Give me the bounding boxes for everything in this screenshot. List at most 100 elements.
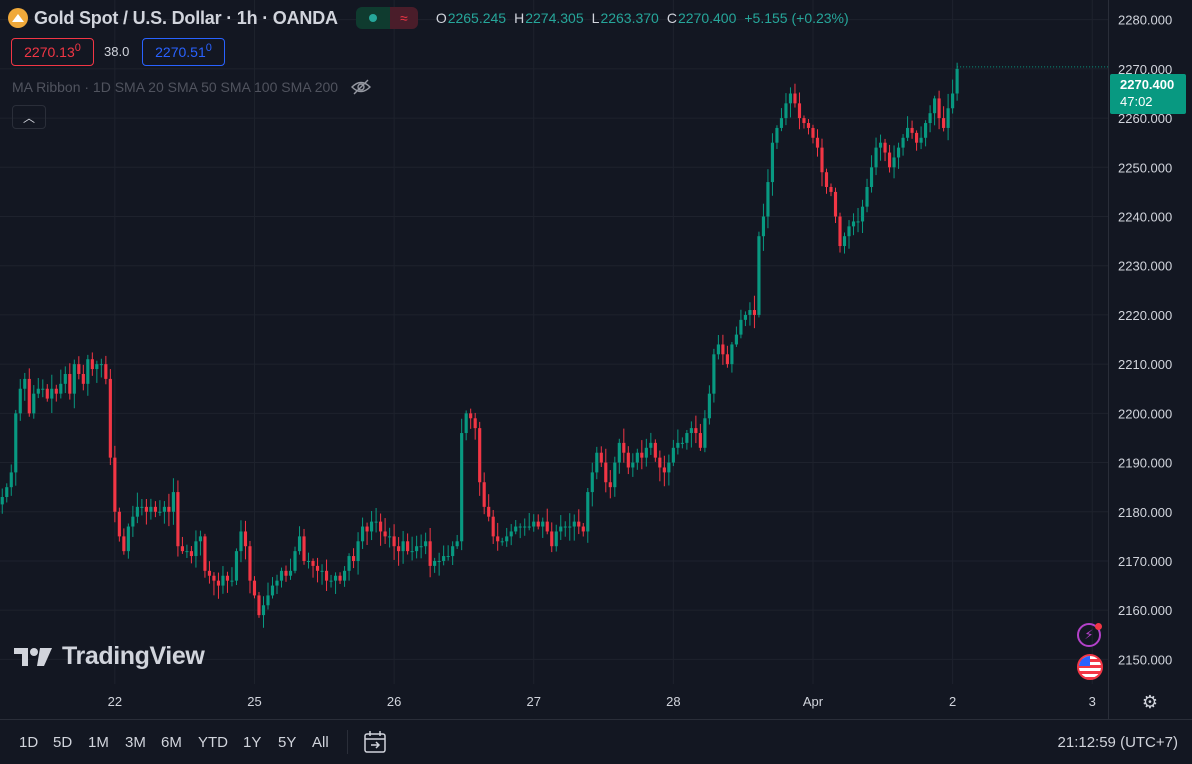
candle-body	[527, 526, 531, 528]
candle-body	[81, 373, 85, 384]
candle-body	[559, 526, 563, 532]
range-button-1y[interactable]: 1Y	[243, 734, 262, 751]
chevron-up-icon: ︿	[22, 110, 35, 125]
buy-button[interactable]: 2270.51 0	[142, 38, 225, 66]
range-button-all[interactable]: All	[312, 734, 329, 751]
candle-body	[491, 516, 495, 537]
symbol-title[interactable]: Gold Spot / U.S. Dollar · 1h · OANDA	[34, 7, 338, 28]
settings-gear-icon[interactable]: ⚙	[1141, 691, 1159, 712]
candle-body	[802, 118, 806, 124]
y-tick-label: 2280.000	[1118, 13, 1172, 28]
candle-body	[554, 531, 558, 547]
candle-body	[478, 428, 482, 483]
candlestick-chart[interactable]: 2150.000 2160.000 2170.000 2180.000 2190.000…	[0, 0, 1192, 719]
candle-body	[275, 580, 279, 586]
y-tick-label: 2220.000	[1118, 308, 1172, 323]
candle-body	[743, 314, 747, 320]
chart-grid	[0, 0, 1108, 684]
candle-body	[856, 221, 860, 223]
candle-body	[797, 103, 802, 119]
symbol-header: Gold Spot / U.S. Dollar · 1h · OANDA ≈ O…	[8, 6, 849, 30]
candle-body	[0, 497, 4, 505]
y-tick-label: 2260.000	[1118, 111, 1172, 126]
candle-body	[297, 536, 302, 552]
us-flag-icon[interactable]	[1077, 654, 1103, 680]
candle-body	[514, 526, 518, 532]
indicator-legend[interactable]: MA Ribbon · 1D SMA 20 SMA 50 SMA 100 SMA…	[12, 79, 372, 95]
candle-body	[788, 93, 793, 104]
candle-body	[311, 560, 315, 566]
close-label: C	[666, 10, 677, 26]
time-axis[interactable]: 22 25 26 27 28 Apr 2 3	[108, 694, 1096, 709]
candle-body	[342, 570, 347, 581]
candle-body	[419, 546, 423, 548]
range-button-5d[interactable]: 5D	[53, 734, 73, 751]
range-button-1d[interactable]: 1D	[19, 734, 39, 751]
candle-body	[766, 182, 770, 217]
candle-body	[279, 570, 284, 581]
candle-body	[176, 492, 180, 547]
candle-body	[230, 580, 234, 582]
utc-clock[interactable]: 21:12:59 (UTC+7)	[1057, 734, 1178, 751]
candle-body	[185, 551, 189, 553]
range-button-ytd[interactable]: YTD	[198, 734, 228, 751]
candle-body	[460, 433, 464, 542]
candle-body	[901, 137, 905, 148]
tradingview-logo[interactable]: TradingView	[14, 642, 205, 671]
candle-body	[189, 551, 193, 557]
candle-body	[455, 541, 459, 547]
candle-body	[874, 147, 878, 168]
candle-body	[288, 570, 293, 576]
candle-body	[748, 310, 752, 315]
candle-body	[5, 487, 9, 498]
collapse-legend-button[interactable]: ︿	[12, 105, 46, 129]
candle-body	[9, 472, 13, 488]
candle-body	[365, 526, 369, 532]
candle-body	[653, 442, 657, 458]
candle-body	[158, 511, 162, 513]
candle-body	[892, 157, 896, 168]
candle-body	[374, 521, 378, 523]
candle-body	[203, 536, 207, 571]
sell-button[interactable]: 2270.13 0	[11, 38, 94, 66]
y-tick-label: 2240.000	[1118, 210, 1172, 225]
candle-body	[586, 492, 590, 532]
candle-body	[406, 541, 410, 552]
tv-logo-icon	[14, 647, 52, 666]
bottom-toolbar: 1D 5D 1M 3M 6M YTD 1Y 5Y All 21:12:59 (U…	[0, 719, 1192, 764]
candle-body	[433, 560, 437, 566]
candle-body	[887, 152, 892, 168]
range-button-5y[interactable]: 5Y	[278, 734, 297, 751]
candle-body	[207, 570, 212, 576]
candle-body	[284, 570, 288, 576]
candle-body	[306, 560, 311, 562]
x-tick-label: Apr	[803, 694, 824, 709]
candle-body	[59, 383, 63, 394]
range-button-6m[interactable]: 6M	[161, 734, 182, 751]
x-tick-label: 22	[108, 694, 122, 709]
candle-body	[392, 536, 396, 547]
candle-body	[487, 506, 491, 517]
range-button-1m[interactable]: 1M	[88, 734, 109, 751]
candle-body	[388, 536, 392, 538]
go-to-date-icon[interactable]	[363, 730, 387, 754]
candle-body	[689, 428, 693, 434]
candle-body	[676, 442, 680, 448]
y-tick-label: 2170.000	[1118, 554, 1172, 569]
price-axis[interactable]: 2150.000 2160.000 2170.000 2180.000 2190.000…	[1118, 13, 1172, 668]
candle-body	[410, 551, 414, 553]
candle-body	[824, 172, 829, 187]
lightning-icon[interactable]: ⚡	[1077, 623, 1101, 647]
candle-body	[694, 428, 698, 434]
range-button-3m[interactable]: 3M	[125, 734, 146, 751]
sell-price: 2270.13	[24, 44, 75, 60]
eye-crossed-icon[interactable]	[350, 79, 372, 95]
bar-countdown: 47:02	[1120, 94, 1153, 109]
candle-body	[833, 191, 838, 217]
logo-text: TradingView	[62, 642, 205, 670]
candle-body	[784, 103, 788, 119]
candle-body	[68, 373, 72, 394]
candle-body	[730, 344, 734, 365]
market-status-pill[interactable]: ≈	[355, 7, 418, 29]
candle-body	[896, 147, 901, 158]
